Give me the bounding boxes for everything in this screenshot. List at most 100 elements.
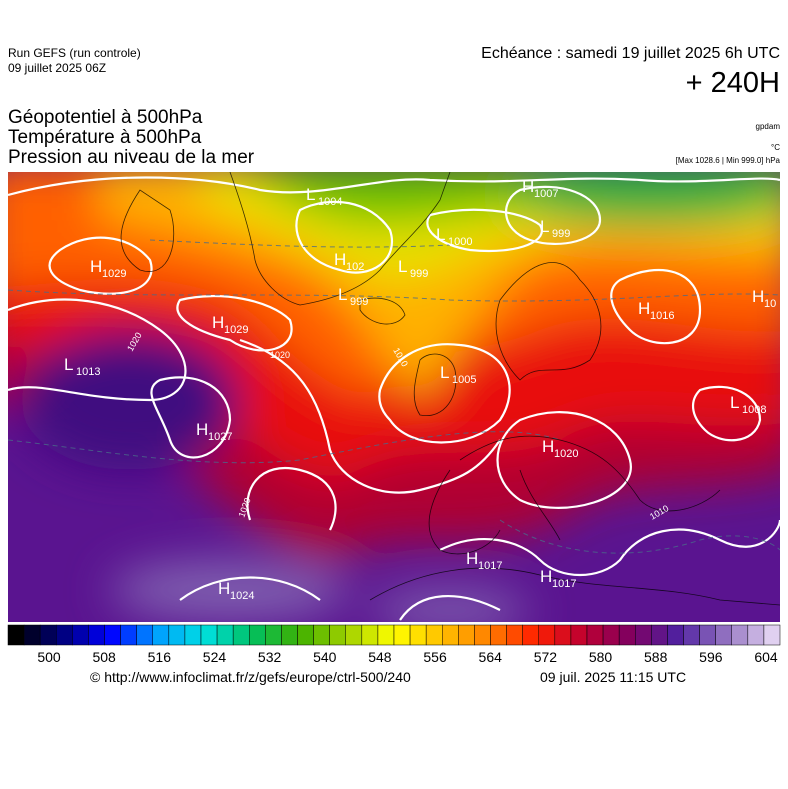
pressure-center: H 1007 — [522, 177, 558, 200]
colorbar-swatch — [683, 624, 700, 646]
pressure-letter: H — [522, 177, 534, 196]
colorbar-swatch — [7, 624, 25, 646]
colorbar-tick-label: 524 — [203, 649, 227, 665]
colorbar-tick-label: 580 — [589, 649, 613, 665]
colorbar-swatch — [136, 624, 154, 646]
colorbar-swatch — [747, 624, 765, 646]
colorbar-swatch — [72, 624, 89, 646]
coastlines — [120, 172, 780, 606]
colorbar-swatch — [313, 624, 330, 646]
pressure-letter: L — [306, 185, 315, 204]
unit: [Max 1028.6 | Min 999.0] hPa — [675, 156, 780, 165]
pressure-value: 1008 — [742, 404, 766, 416]
pressure-value: 1027 — [208, 431, 232, 443]
pressure-letter: H — [218, 579, 230, 598]
pressure-letter: H — [542, 437, 554, 456]
pressure-center: L 1005 — [440, 363, 476, 386]
colorbar-tick-label: 588 — [644, 649, 668, 665]
colorbar-swatch — [731, 624, 749, 646]
pressure-value: 1016 — [650, 310, 674, 322]
pressure-letter: H — [196, 420, 208, 439]
pressure-letter: L — [540, 217, 549, 236]
colorbar-tick-label: 532 — [258, 649, 282, 665]
colorbar-swatch — [393, 624, 411, 646]
pressure-center: L 1004 — [306, 185, 342, 208]
pressure-value: 999 — [350, 296, 368, 308]
lead-time: + 240H — [685, 67, 780, 99]
pressure-letter: L — [730, 393, 739, 412]
pressure-letter: H — [752, 287, 764, 306]
colorbar-swatch — [538, 624, 556, 646]
colorbar-swatch — [586, 624, 604, 646]
colorbar-swatch — [506, 624, 523, 646]
pressure-letter: H — [638, 299, 650, 318]
pressure-center: L 999 — [398, 257, 428, 280]
pressure-letter: L — [338, 285, 347, 304]
pressure-letter: L — [436, 225, 445, 244]
pressure-letter: H — [90, 257, 102, 276]
isobars — [8, 176, 780, 621]
pressure-center: H 1027 — [196, 420, 232, 443]
pressure-value: 1017 — [552, 578, 576, 590]
colorbar-tick-label: 572 — [534, 649, 558, 665]
run-date: 09 juillet 2025 06Z — [8, 61, 107, 75]
pressure-center: H 1024 — [218, 579, 254, 602]
pressure-value: 999 — [410, 268, 428, 280]
colorbar-tick-label: 564 — [479, 649, 503, 665]
colorbar-swatch — [281, 624, 298, 646]
colorbar-swatch — [104, 624, 121, 646]
pressure-center: H 1017 — [540, 567, 576, 590]
colorbar-swatch — [88, 624, 105, 646]
pressure-center: H 1020 — [542, 437, 578, 460]
colorbar-swatch — [667, 624, 684, 646]
colorbar-swatch — [715, 624, 733, 646]
colorbar-swatch — [216, 624, 234, 646]
colorbar-swatch — [120, 624, 137, 646]
pressure-value: 1004 — [318, 196, 342, 208]
pressure-letter: L — [398, 257, 407, 276]
colorbar-tick-label: 508 — [92, 649, 116, 665]
title: Pression au niveau de la mer — [8, 147, 255, 168]
pressure-center: H 10 — [752, 287, 776, 310]
valid-time: Echéance : samedi 19 juillet 2025 6h UTC — [481, 45, 780, 62]
pressure-letter: H — [212, 313, 224, 332]
pressure-letter: L — [64, 355, 73, 374]
pressure-value: 1020 — [554, 448, 578, 460]
colorbar-swatch — [618, 624, 636, 646]
colorbar-swatch — [474, 624, 491, 646]
pressure-letter: H — [540, 567, 552, 586]
colorbar-tick-label: 604 — [754, 649, 778, 665]
pressure-value: 1000 — [448, 236, 472, 248]
colorbar-swatch — [763, 624, 781, 646]
colorbar-swatch — [329, 624, 346, 646]
colorbar-swatch — [361, 624, 379, 646]
pressure-value: 1013 — [76, 366, 100, 378]
colorbar-swatch — [602, 624, 620, 646]
colorbar-tick-label: 556 — [423, 649, 447, 665]
pressure-value: 10 — [764, 298, 776, 310]
pressure-center: L 999 — [338, 285, 368, 308]
colorbar-swatch — [458, 624, 475, 646]
pressure-center: H 1017 — [466, 549, 502, 572]
colorbar-swatch — [297, 624, 314, 646]
colorbar-tick-label: 500 — [37, 649, 61, 665]
pressure-center: H 102 — [334, 250, 364, 273]
colorbar-swatch — [409, 624, 427, 646]
unit: gpdam — [755, 122, 780, 131]
pressure-value: 1005 — [452, 374, 476, 386]
pressure-center: H 1016 — [638, 299, 674, 322]
colorbar-swatch — [570, 624, 588, 646]
colorbar-swatch — [23, 624, 41, 646]
colorbar-swatch — [522, 624, 540, 646]
colorbar-swatch — [425, 624, 443, 646]
pressure-letter: H — [466, 549, 478, 568]
colorbar-swatch — [232, 624, 250, 646]
colorbar-swatch — [249, 624, 266, 646]
pressure-center: L 999 — [540, 217, 570, 240]
colorbar-swatch — [184, 624, 202, 646]
colorbar-tick-label: 540 — [313, 649, 337, 665]
colorbar-swatch — [265, 624, 282, 646]
colorbar: 500 508 516 524 532 540 548 556 564 572 580 588 596 6… — [7, 624, 781, 665]
